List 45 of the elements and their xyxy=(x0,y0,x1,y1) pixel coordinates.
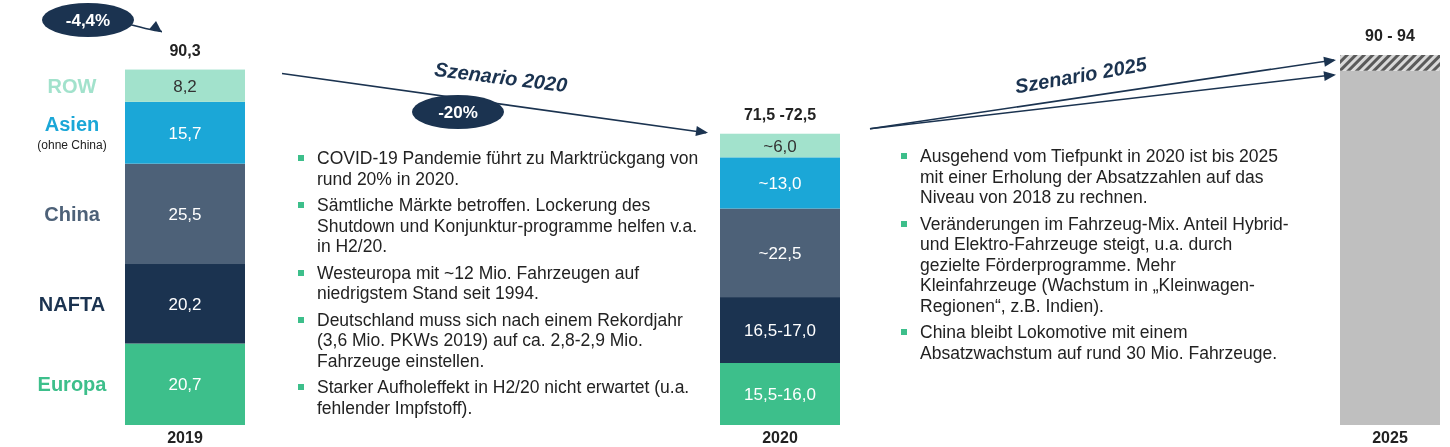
annotation: Starker Aufholeffekt in H2/20 nicht erwartet (u.a. fehlender Impfstoff). xyxy=(317,377,690,418)
series-label: Europa xyxy=(37,373,108,396)
bar xyxy=(720,363,840,425)
bar xyxy=(125,101,245,164)
bar xyxy=(720,297,840,363)
annotation: Veränderungen im Fahrzeug-Mix. Anteil Hybrid- und Elektro-Fahrzeuge steigt, u.a. durch gezielte Förderprogramme. Mehr Kleinfahrzeuge (Wachstum in „Kleinwagen-Regionen“, z.B. Indien). xyxy=(920,213,1289,316)
annotation: COVID-19 Pandemie führt zu Marktrückgang von rund 20% in 2020. xyxy=(317,148,699,189)
data-label: 25,5 xyxy=(168,204,202,224)
annotation: -20% xyxy=(438,103,478,122)
data-label: ~22,5 xyxy=(758,243,802,263)
bar xyxy=(125,69,245,102)
data-label: 8,2 xyxy=(173,76,197,96)
data-label: ~13,0 xyxy=(758,173,802,193)
data-label: 20,2 xyxy=(168,294,202,314)
annotation: Westeuropa mit ~12 Mio. Fahrzeugen auf niedrigstem Stand seit 1994. xyxy=(317,262,640,303)
bar xyxy=(720,157,840,209)
x-tick-label: 2019 xyxy=(167,429,203,446)
bar xyxy=(125,264,245,344)
bar xyxy=(720,208,840,298)
bar xyxy=(1340,70,1440,425)
total-label: 90 - 94 xyxy=(1365,27,1416,44)
series-label: Asien (ohne China) xyxy=(37,112,107,152)
annotation: Sämtliche Märkte betroffen. Lockerung des Shutdown und Konjunktur-programme helfen v.a. in H2/20. xyxy=(317,195,698,256)
data-label: 20,7 xyxy=(168,375,202,395)
total-label: 90,3 xyxy=(169,41,201,59)
annotation: Szenario 2020 xyxy=(433,58,569,97)
data-label: 15,5-16,0 xyxy=(744,385,816,404)
x-tick-label: 2025 xyxy=(1372,429,1408,446)
data-label: 16,5-17,0 xyxy=(744,321,816,341)
bar xyxy=(125,343,245,425)
bar xyxy=(1340,55,1440,71)
total-label: 71,5 -72,5 xyxy=(743,105,817,123)
annotation: Ausgehend vom Tiefpunkt in 2020 ist bis 2025 mit einer Erholung der Absatzzahlen auf das Niveau von 2018 zu rechnen. xyxy=(920,146,1279,207)
text: -4,4% xyxy=(65,11,111,30)
bar xyxy=(125,163,245,265)
series-label: China xyxy=(44,202,101,225)
series-label: NAFTA xyxy=(38,292,106,315)
data-label: 15,7 xyxy=(168,123,202,143)
annotation: Szenario 2025 xyxy=(1013,52,1150,98)
annotation: Deutschland muss sich nach einem Rekordjahr (3,6 Mio. PKWs 2019) auf ca. 2,8-2,9 Mio. Fahrzeuge einstellen. xyxy=(317,309,683,371)
bar xyxy=(720,133,840,158)
x-tick-label: 2020 xyxy=(762,429,798,446)
annotation: China bleibt Lokomotive mit einem Absatzwachstum auf rund 30 Mio. Fahrzeuge. xyxy=(920,322,1277,363)
series-label: ROW xyxy=(47,74,97,97)
data-label: ~6,0 xyxy=(763,136,797,156)
